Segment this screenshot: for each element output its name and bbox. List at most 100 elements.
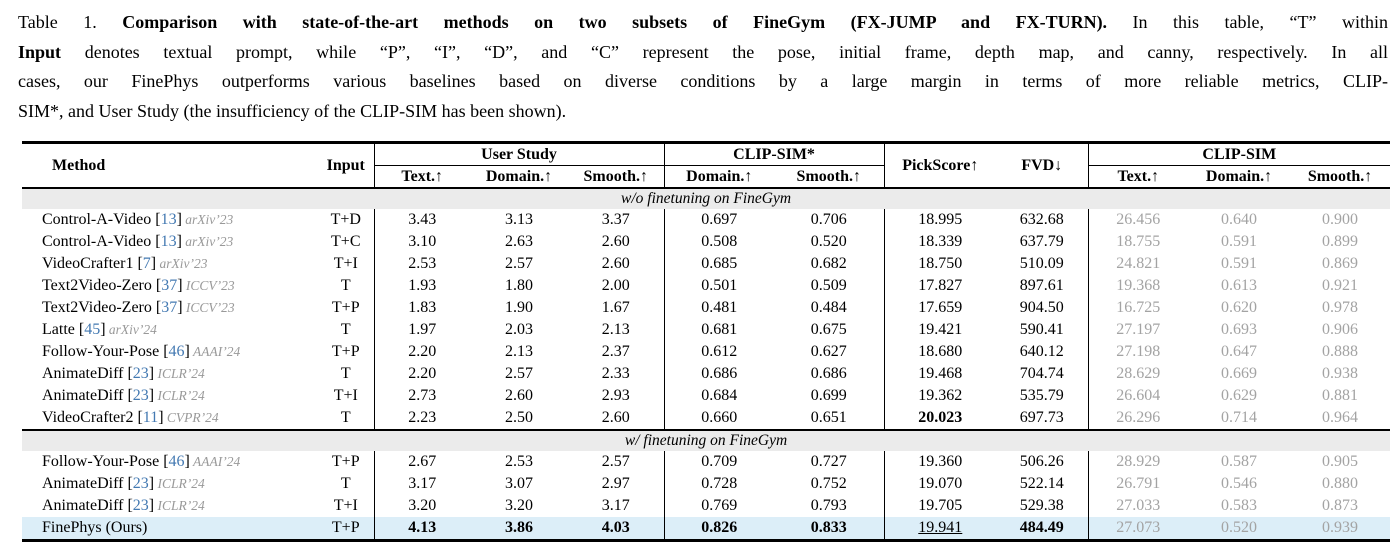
clip-sim-star-smooth-cell: 0.706	[810, 211, 847, 228]
citation-link[interactable]: [13]	[151, 233, 182, 250]
col-header-clip-sim-star-smooth: Smooth.↑	[796, 168, 861, 185]
caption-text: Table 1.	[18, 12, 123, 32]
clip-sim-star-domain-cell: 0.685	[663, 253, 775, 275]
citation-link[interactable]: [23]	[123, 365, 155, 382]
fvd-cell: 697.73	[1019, 409, 1064, 426]
citation-link[interactable]: [13]	[151, 211, 182, 228]
caption-text: cases, our FinePhys outperforms various …	[18, 71, 1388, 91]
method-name: VideoCrafter1	[42, 255, 134, 272]
citation-link[interactable]: [37]	[151, 299, 183, 316]
user-study-domain-cell: 2.13	[505, 343, 533, 360]
table-row: Follow-Your-Pose [46] AAAI’24 T+P 2.20 2.13…	[22, 341, 1390, 363]
venue-label: AAAI’24	[189, 344, 241, 359]
venue-label: ICCV’23	[182, 278, 235, 293]
table-row: VideoCrafter1 [7] arXiv’23 T+I 2.53 2.57 2.6…	[22, 253, 1390, 275]
user-study-domain-cell: 2.57	[505, 365, 533, 382]
citation-number[interactable]: 45	[84, 321, 101, 338]
citation-number[interactable]: 37	[161, 299, 178, 316]
clip-sim-smooth-cell: 0.978	[1322, 299, 1359, 316]
citation-link[interactable]: [23]	[123, 387, 155, 404]
citation-link[interactable]: [11]	[133, 409, 164, 426]
citation-link[interactable]: [45]	[74, 321, 106, 338]
user-study-text-cell: 2.67	[373, 451, 470, 473]
method-name: VideoCrafter2	[42, 409, 134, 426]
user-study-domain-cell: 2.03	[505, 321, 533, 338]
clip-sim-star-smooth-cell: 0.682	[810, 255, 847, 272]
input-cell: T	[340, 277, 351, 294]
user-study-smooth-cell: 2.37	[601, 343, 630, 360]
citation-number[interactable]: 11	[142, 409, 159, 426]
pickscore-cell: 17.827	[883, 275, 997, 297]
citation-number[interactable]: 23	[132, 497, 149, 514]
user-study-smooth-cell: 4.03	[568, 517, 665, 541]
fvd-cell: 529.38	[1019, 497, 1064, 514]
clip-sim-star-smooth-cell: 0.793	[810, 497, 847, 514]
table-row: Text2Video-Zero [37] ICCV’23 T+P 1.83 1.90 1…	[22, 297, 1390, 319]
pickscore-cell: 19.362	[883, 385, 997, 407]
caption-bold-text: Input	[18, 41, 62, 62]
caption-line: Input denotes textual prompt, while “P”,…	[18, 38, 1388, 68]
citation-number[interactable]: 13	[160, 233, 177, 250]
citation-link[interactable]: [7]	[133, 255, 157, 272]
method-cell: Follow-Your-Pose [46] AAAI’24	[22, 341, 318, 363]
method-cell: AnimateDiff [23] ICLR’24	[22, 363, 318, 385]
method-cell: Latte [45] arXiv’24	[22, 319, 318, 341]
citation-number[interactable]: 46	[168, 343, 185, 360]
method-name: Latte	[42, 321, 75, 338]
caption-text: denotes textual prompt, while “P”, “I”, …	[61, 41, 1388, 62]
user-study-domain-cell: 1.80	[505, 277, 533, 294]
table-body: w/o finetuning on FineGym Control-A-Video…	[22, 188, 1391, 541]
table-row: AnimateDiff [23] ICLR’24 T 3.17 3.07 2.97 0.7…	[22, 473, 1390, 495]
clip-sim-smooth-cell: 0.939	[1290, 517, 1391, 541]
fvd-cell: 897.61	[1019, 277, 1064, 294]
citation-link[interactable]: [46]	[159, 343, 190, 360]
method-name: AnimateDiff	[42, 365, 124, 382]
citation-number[interactable]: 23	[132, 387, 149, 404]
citation-link[interactable]: [37]	[151, 277, 183, 294]
clip-sim-star-domain-cell: 0.612	[663, 341, 775, 363]
col-header-method: Method	[52, 157, 106, 174]
user-study-smooth-cell: 2.60	[601, 233, 630, 250]
venue-label: ICCV’23	[182, 300, 235, 315]
user-study-domain-cell: 3.20	[505, 497, 533, 514]
citation-link[interactable]: [23]	[123, 497, 155, 514]
fvd-cell: 590.41	[1019, 321, 1064, 338]
citation-link[interactable]: [46]	[159, 453, 190, 470]
citation-number[interactable]: 37	[161, 277, 178, 294]
table-row: AnimateDiff [23] ICLR’24 T+I 3.20 3.20 3.17 0…	[22, 495, 1390, 517]
input-cell: T+C	[331, 233, 361, 250]
citation-number[interactable]: 46	[168, 453, 185, 470]
citation-number[interactable]: 7	[142, 255, 151, 272]
clip-sim-text-cell: 27.198	[1087, 341, 1189, 363]
clip-sim-smooth-cell: 0.938	[1322, 365, 1359, 382]
clip-sim-smooth-cell: 0.888	[1322, 343, 1359, 360]
clip-sim-domain-cell: 0.669	[1221, 365, 1258, 382]
fvd-cell: 510.09	[1019, 255, 1064, 272]
input-cell: T+P	[331, 299, 360, 316]
clip-sim-star-domain-cell: 0.660	[663, 407, 775, 430]
user-study-smooth-cell: 2.93	[601, 387, 630, 404]
citation-number[interactable]: 13	[160, 211, 177, 228]
input-cell: T+I	[333, 387, 358, 404]
method-cell: VideoCrafter2 [11] CVPR’24	[22, 407, 318, 430]
fvd-cell: 484.49	[996, 517, 1089, 541]
section-title: w/ finetuning on FineGym	[22, 429, 1391, 451]
table-row: Control-A-Video [13] arXiv’23 T+D 3.43 3.13…	[22, 209, 1390, 231]
method-name: Follow-Your-Pose	[42, 453, 160, 470]
citation-number[interactable]: 23	[132, 365, 149, 382]
method-cell: Control-A-Video [13] arXiv’23	[22, 231, 318, 253]
venue-label: arXiv’23	[156, 256, 208, 271]
clip-sim-star-smooth-cell: 0.752	[810, 475, 847, 492]
clip-sim-text-cell: 27.073	[1087, 517, 1189, 541]
user-study-domain-cell: 2.57	[505, 255, 533, 272]
citation-number[interactable]: 23	[132, 475, 149, 492]
caption-bold-text: Comparison with state-of-the-art methods…	[122, 12, 1108, 32]
method-cell: FinePhys (Ours)	[22, 517, 318, 541]
col-header-clip-sim-smooth: Smooth.↑	[1307, 168, 1373, 185]
table-row: VideoCrafter2 [11] CVPR’24 T 2.23 2.50 2.60 0…	[22, 407, 1390, 430]
user-study-smooth-cell: 2.60	[601, 255, 630, 272]
citation-link[interactable]: [23]	[123, 475, 155, 492]
fvd-cell: 522.14	[1019, 475, 1064, 492]
input-cell: T+P	[318, 517, 374, 541]
clip-sim-domain-cell: 0.714	[1221, 409, 1258, 426]
